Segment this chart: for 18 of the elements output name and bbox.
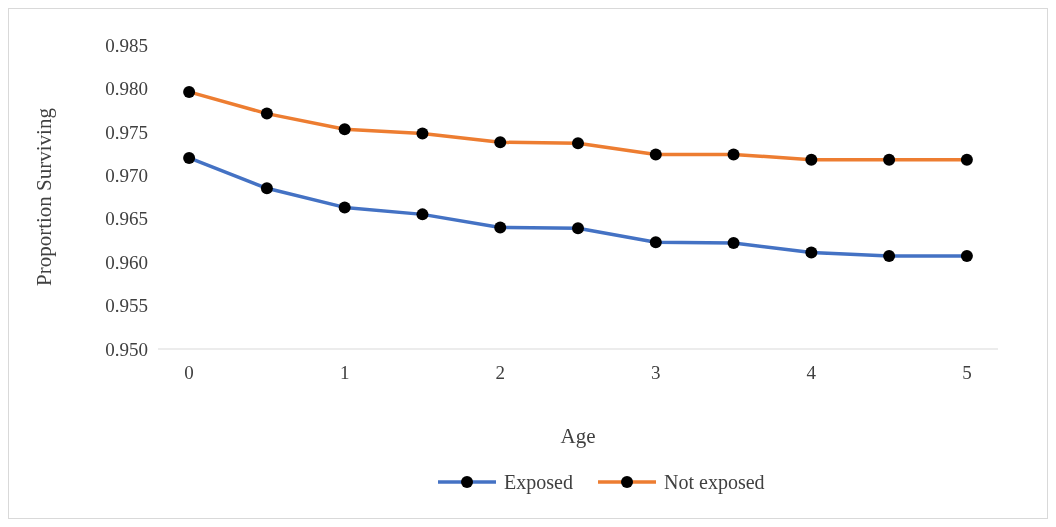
x-tick-label: 0: [184, 362, 194, 383]
x-tick-label: 4: [806, 362, 817, 383]
x-tick-label: 2: [495, 362, 505, 383]
y-tick-label: 0.985: [105, 34, 148, 56]
y-axis-title: Proportion Surviving: [32, 107, 56, 286]
x-tick-label: 3: [651, 362, 661, 383]
x-axis-title: Age: [560, 424, 596, 448]
y-tick-label: 0.980: [105, 78, 148, 100]
y-tick-label: 0.960: [105, 251, 148, 273]
legend-label: Exposed: [504, 471, 573, 494]
x-tick-label: 1: [339, 362, 350, 383]
y-tick-label: 0.970: [105, 164, 148, 186]
y-tick-label: 0.950: [105, 338, 148, 360]
x-tick-label: 5: [962, 362, 972, 383]
y-tick-label: 0.955: [105, 295, 148, 317]
legend-label: Not exposed: [664, 471, 765, 494]
y-tick-label: 0.965: [105, 208, 148, 230]
y-tick-label: 0.975: [105, 121, 148, 143]
